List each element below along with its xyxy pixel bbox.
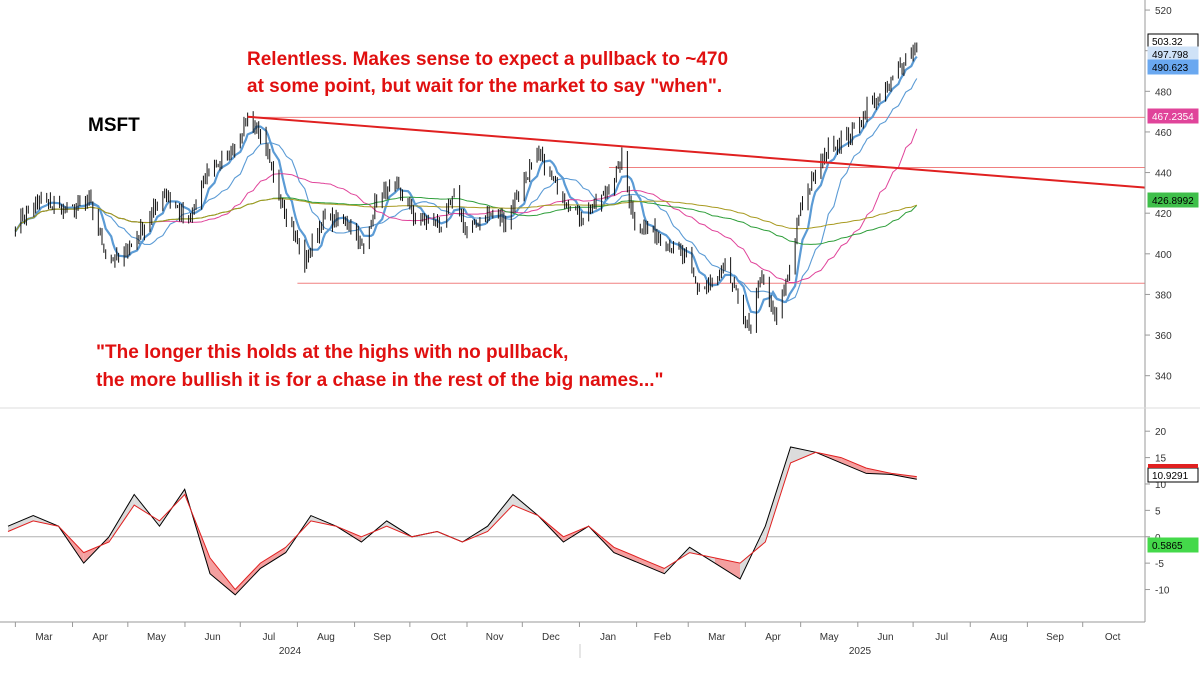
osc-y-tick-label: 5 xyxy=(1155,506,1161,517)
oscillator-fill xyxy=(765,447,791,543)
symbol-label: MSFT xyxy=(88,115,140,136)
x-month-label: Oct xyxy=(1105,632,1121,643)
y-tick-label: 400 xyxy=(1155,250,1172,261)
osc-tag: 10.9291 xyxy=(1152,471,1189,482)
x-month-label: Apr xyxy=(765,632,781,643)
osc-signal-marker xyxy=(1148,464,1198,468)
y-tick-label: 480 xyxy=(1155,87,1172,98)
ma-50-line xyxy=(14,128,918,284)
moving-averages xyxy=(14,55,918,314)
x-month-label: Jul xyxy=(935,632,948,643)
x-year-label: 2024 xyxy=(279,646,302,657)
y-tick-label: 440 xyxy=(1155,169,1172,180)
oscillator-fill xyxy=(487,494,513,532)
annotation-line-3: "The longer this holds at the highs with… xyxy=(96,342,568,363)
y-axis-ticks: 340360380400420440460480500520-10-505101… xyxy=(1145,6,1172,597)
osc-y-tick-label: 20 xyxy=(1155,427,1167,438)
x-month-label: Sep xyxy=(1046,632,1064,643)
oscillator-fill xyxy=(8,515,34,532)
ma-fast-line xyxy=(14,55,918,314)
x-month-label: Dec xyxy=(542,632,560,643)
y-axis: 340360380400420440460480500520-10-505101… xyxy=(0,0,1200,622)
oscillator-fill xyxy=(108,494,135,543)
x-month-label: Oct xyxy=(431,632,447,643)
descending-trendline xyxy=(247,115,1146,189)
x-month-label: Aug xyxy=(317,632,335,643)
y-tick-label: 340 xyxy=(1155,372,1172,383)
osc-y-tick-label: 15 xyxy=(1155,454,1167,465)
annotation-line-2: at some point, but wait for the market t… xyxy=(247,76,722,97)
x-month-label: Sep xyxy=(373,632,391,643)
x-month-label: May xyxy=(820,632,839,643)
price-tags: 503.32 497.798 490.623 467.2354 426.8992 10.9… xyxy=(1147,33,1199,553)
x-month-label: Jun xyxy=(205,632,221,643)
x-month-label: Jan xyxy=(600,632,616,643)
y-tick-label: 420 xyxy=(1155,209,1172,220)
x-month-label: Mar xyxy=(708,632,726,643)
price-panel: MSFT Relentless. Makes sense to expect a… xyxy=(14,42,1146,391)
annotation-line-1: Relentless. Makes sense to expect a pull… xyxy=(247,49,728,70)
oscillator-line xyxy=(7,446,917,596)
osc-signal-tag-box xyxy=(1147,537,1199,553)
x-year-label: 2025 xyxy=(849,646,872,657)
price-tag-box xyxy=(1147,108,1199,124)
oscillator-fill xyxy=(714,557,741,579)
price-tag: 503.32 xyxy=(1152,37,1183,48)
price-tag-box xyxy=(1147,192,1199,208)
x-axis-ticks: Mar Apr May Jun Jul Aug Sep Oct Nov Dec Jan Feb Mar A… xyxy=(14,622,1121,657)
oscillator-fill xyxy=(841,457,867,474)
x-month-label: Mar xyxy=(35,632,53,643)
oscillator-fill xyxy=(209,557,236,595)
price-bars xyxy=(14,42,918,334)
osc-y-tick-label: 10 xyxy=(1155,480,1167,491)
oscillator-fill xyxy=(613,547,640,564)
price-tag: 426.8992 xyxy=(1152,196,1194,207)
ma-100-line xyxy=(14,196,918,245)
price-tag: 467.2354 xyxy=(1152,112,1194,123)
price-tag-box xyxy=(1147,59,1199,75)
ma-200-line xyxy=(14,198,917,232)
x-axis: Mar Apr May Jun Jul Aug Sep Oct Nov Dec Jan Feb Mar A… xyxy=(0,621,1145,658)
x-month-label: Jun xyxy=(877,632,893,643)
oscillator-fill xyxy=(639,557,665,574)
y-tick-label: 520 xyxy=(1155,6,1172,17)
y-tick-label: 380 xyxy=(1155,290,1172,301)
oscillator-lines xyxy=(7,446,917,596)
oscillator-panel xyxy=(0,446,1145,596)
x-month-label: May xyxy=(147,632,166,643)
price-tag: 490.623 xyxy=(1152,63,1189,74)
x-month-label: Nov xyxy=(486,632,504,643)
y-tick-label: 460 xyxy=(1155,128,1172,139)
x-month-label: Aug xyxy=(990,632,1008,643)
support-resistance-levels xyxy=(247,116,1145,284)
osc-y-tick-label: -10 xyxy=(1155,586,1170,597)
oscillator-fill xyxy=(235,563,261,595)
oscillator-fill xyxy=(260,547,286,569)
annotation-line-4: the more bullish it is for a chase in th… xyxy=(96,370,664,391)
ma-21-line xyxy=(14,78,918,303)
x-month-label: Feb xyxy=(654,632,672,643)
osc-y-tick-label: -5 xyxy=(1155,559,1164,570)
x-month-label: Apr xyxy=(92,632,108,643)
y-tick-label: 360 xyxy=(1155,331,1172,342)
osc-signal-tag: 0.5865 xyxy=(1152,541,1183,552)
oscillator-signal-line xyxy=(7,451,917,591)
price-tag: 497.798 xyxy=(1152,50,1189,61)
x-month-label: Jul xyxy=(262,632,275,643)
